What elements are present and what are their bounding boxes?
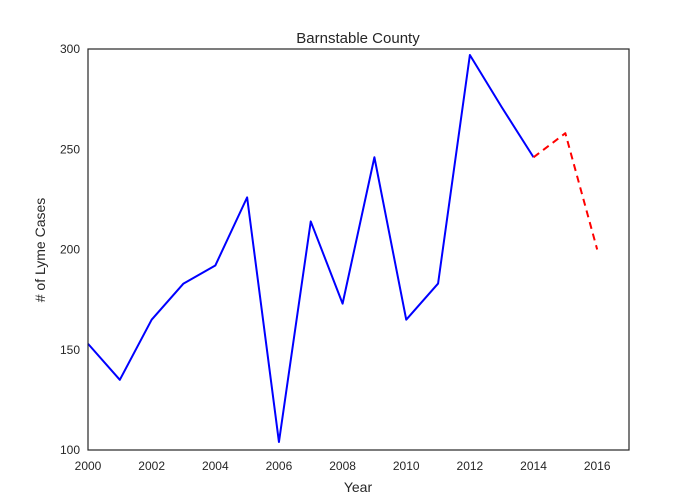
y-tick-label: 250 bbox=[60, 142, 80, 156]
x-tick-label: 2008 bbox=[329, 459, 356, 473]
y-tick-label: 300 bbox=[60, 42, 80, 56]
y-axis-ticks: 100 150 200 250 300 bbox=[60, 42, 80, 457]
plot-area bbox=[87, 48, 630, 451]
x-tick-label: 2016 bbox=[584, 459, 611, 473]
x-tick-label: 2002 bbox=[138, 459, 165, 473]
y-tick-label: 150 bbox=[60, 343, 80, 357]
y-axis-label: # of Lyme Cases bbox=[32, 198, 48, 303]
x-tick-label: 2014 bbox=[520, 459, 547, 473]
x-tick-label: 2004 bbox=[202, 459, 229, 473]
plot-frame bbox=[87, 48, 630, 451]
x-tick-label: 2010 bbox=[393, 459, 420, 473]
chart-title: Barnstable County bbox=[296, 30, 420, 47]
x-tick-label: 2006 bbox=[266, 459, 293, 473]
series-line-1 bbox=[87, 54, 535, 443]
y-tick-label: 200 bbox=[60, 243, 80, 257]
series-line-2 bbox=[532, 132, 599, 250]
series-layer bbox=[87, 54, 599, 443]
y-tick-label: 100 bbox=[60, 443, 80, 457]
x-tick-label: 2012 bbox=[457, 459, 484, 473]
x-axis-ticks: 2000 2002 2004 2006 2008 2010 2012 2014 2016 bbox=[75, 459, 611, 473]
x-tick-label: 2000 bbox=[75, 459, 102, 473]
x-axis-label: Year bbox=[344, 479, 373, 495]
